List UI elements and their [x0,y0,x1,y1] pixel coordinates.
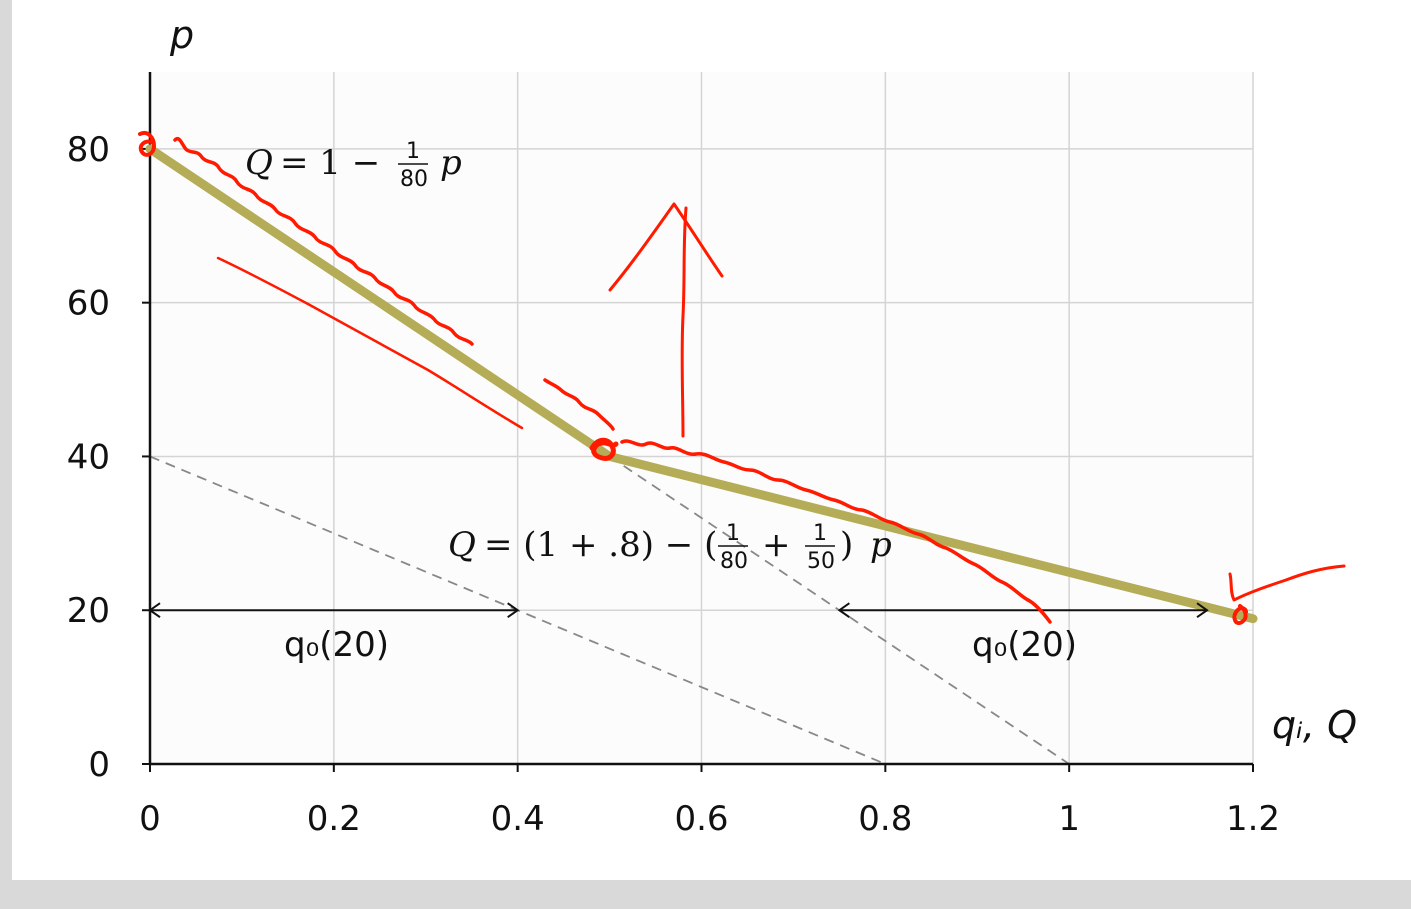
eq1-frac-den: 80 [400,167,428,192]
pen-arrow-head [608,202,724,292]
eq1-frac-num: 1 [406,139,420,164]
eq2-eq: = (1 + .8) − ( [484,525,717,565]
eq2-var: p [870,525,892,565]
arrows [148,602,1209,619]
pen-annotations [138,131,1346,625]
pen-arrow-shaft [680,206,688,438]
pen-scribble-upper [173,136,474,346]
x-tick-label: 0.2 [307,799,361,839]
demand-total-equation: Q = (1 + .8) − ( 1 80 + 1 50 ) p [448,521,892,574]
eq2-frac2-den: 50 [807,549,835,574]
x-tick-label: 0.6 [674,799,728,839]
eq1-lhs: Q [245,143,273,183]
demand-one-equation: Q = 1 − 1 80 p [245,139,462,192]
y-tick-label: 80 [67,130,110,170]
y-tick-label: 20 [67,591,110,631]
eq2-close: ) [840,525,853,565]
q0-label-right: q₀(20) [972,625,1077,665]
eq2-frac1-den: 80 [720,549,748,574]
eq2-plus: + [762,525,791,565]
eq1-eq: = 1 − [280,143,380,183]
q0-arrowhead-left-0 [148,602,161,619]
x-tick-label: 1 [1058,799,1080,839]
y-tick-label: 0 [88,745,110,785]
x-tick-label: 0 [139,799,161,839]
y-tick-label: 40 [67,437,110,477]
x-axis-label: qᵢ, Q [1272,703,1357,747]
y-tick-label: 60 [67,284,110,324]
eq2-frac2-num: 1 [813,521,827,546]
pen-parallel-line [216,256,524,430]
q0-arrowhead-right-1 [1196,602,1209,619]
y-axis-label: p [169,13,194,57]
pen-point-mid [589,437,619,461]
pen-tail-end [1228,564,1346,602]
x-tick-label: 0.8 [858,799,912,839]
eq2-frac1-num: 1 [726,521,740,546]
x-tick-label: 0.4 [491,799,545,839]
q0-arrowhead-right-0 [507,602,520,619]
page-margin [0,0,12,909]
grid [149,72,1254,765]
pen-point-end [1232,604,1248,625]
x-tick-label: 1.2 [1226,799,1280,839]
page-margin-bottom [0,880,1411,909]
q0-label-left: q₀(20) [284,625,389,665]
pen-scribble-lower [620,439,1052,624]
eq1-var: p [440,143,462,183]
ticks: 0 0.2 0.4 0.6 0.8 1 1.2 0 20 40 60 80 [67,130,1280,839]
q0-arrowhead-left-1 [837,602,850,619]
pen-point-start [138,131,156,157]
eq2-lhs: Q [448,525,476,565]
pen-scribble-upper-2 [543,378,615,431]
